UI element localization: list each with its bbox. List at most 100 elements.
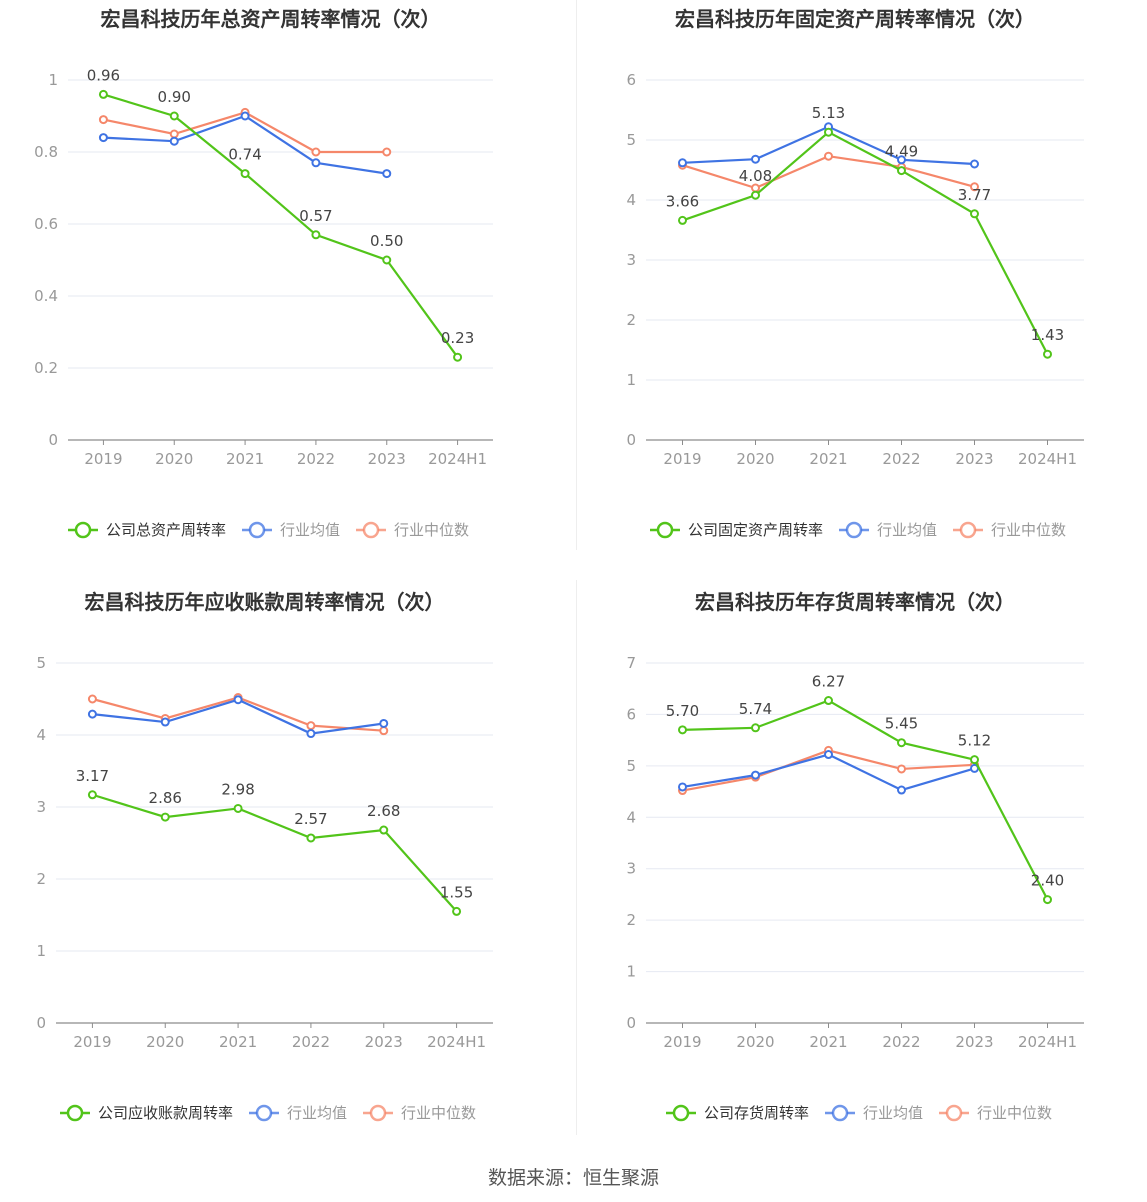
x-tick-label: 2020 bbox=[736, 1033, 774, 1051]
data-label: 5.13 bbox=[812, 104, 845, 122]
y-tick-label: 5 bbox=[626, 131, 636, 149]
x-tick-label: 2021 bbox=[809, 450, 847, 468]
legend-marker-avg bbox=[248, 521, 266, 539]
data-label: 4.49 bbox=[885, 143, 918, 161]
chart-title: 宏昌科技历年固定资产周转率情况（次） bbox=[675, 7, 1035, 31]
y-tick-label: 0.8 bbox=[34, 143, 58, 161]
legend-label-avg: 行业均值 bbox=[863, 1104, 923, 1122]
y-tick-label: 6 bbox=[626, 71, 636, 89]
y-tick-label: 5 bbox=[626, 757, 636, 775]
data-point-company bbox=[160, 812, 170, 822]
x-tick-label: 2022 bbox=[292, 1033, 330, 1051]
data-point-company bbox=[453, 352, 463, 362]
legend-label-avg: 行业均值 bbox=[280, 521, 340, 539]
data-point-company bbox=[98, 89, 108, 99]
data-point-company bbox=[678, 725, 687, 735]
data-label: 2.98 bbox=[221, 780, 254, 798]
legend-marker-median bbox=[369, 1104, 387, 1122]
data-point-median bbox=[382, 147, 392, 157]
y-tick-label: 0 bbox=[626, 1014, 636, 1032]
y-tick-label: 6 bbox=[626, 705, 636, 723]
data-label: 5.12 bbox=[958, 732, 991, 750]
data-label: 1.55 bbox=[440, 883, 473, 901]
y-tick-label: 7 bbox=[626, 654, 636, 672]
x-tick-label: 2021 bbox=[226, 450, 264, 468]
legend-marker-company bbox=[66, 1104, 84, 1122]
y-tick-label: 1 bbox=[48, 71, 58, 89]
data-label: 6.27 bbox=[812, 673, 845, 691]
y-tick-label: 1 bbox=[626, 371, 636, 389]
x-tick-label: 2021 bbox=[809, 1033, 847, 1051]
data-point-company bbox=[1043, 349, 1052, 359]
divider-top bbox=[576, 0, 577, 550]
legend-marker-company bbox=[74, 521, 92, 539]
y-tick-label: 0.2 bbox=[34, 359, 58, 377]
data-point-avg bbox=[897, 785, 906, 795]
series-line-company bbox=[103, 93, 459, 358]
data-label: 3.77 bbox=[958, 186, 991, 204]
x-tick-label: 2024H1 bbox=[1018, 450, 1077, 468]
x-tick-label: 2019 bbox=[663, 450, 701, 468]
y-tick-label: 0.4 bbox=[34, 287, 58, 305]
data-point-avg bbox=[306, 729, 316, 739]
data-label: 0.23 bbox=[441, 329, 474, 347]
data-point-median bbox=[98, 115, 108, 125]
y-tick-label: 0 bbox=[626, 431, 636, 449]
data-point-company bbox=[382, 255, 392, 265]
data-point-median bbox=[169, 129, 179, 139]
data-label: 1.43 bbox=[1031, 326, 1064, 344]
legend-label-median: 行业中位数 bbox=[394, 521, 469, 539]
legend-label-company: 公司总资产周转率 bbox=[106, 521, 226, 539]
x-tick-label: 2024H1 bbox=[427, 1033, 486, 1051]
data-point-avg bbox=[240, 111, 250, 121]
y-tick-label: 5 bbox=[36, 654, 46, 672]
data-point-avg bbox=[897, 155, 906, 165]
data-point-median bbox=[311, 147, 321, 157]
chart-title: 宏昌科技历年总资产周转率情况（次） bbox=[101, 7, 441, 31]
footer-source: 数据来源：恒生聚源 bbox=[487, 1167, 659, 1189]
data-label: 5.74 bbox=[739, 700, 772, 718]
x-tick-label: 2022 bbox=[297, 450, 335, 468]
x-tick-label: 2020 bbox=[155, 450, 193, 468]
y-tick-label: 3 bbox=[36, 798, 46, 816]
chart-svg: 宏昌科技历年存货周转率情况（次） 0 1 2 3 4 5 6 7 2019 2020 2021 2022… bbox=[626, 590, 1084, 1122]
y-tick-label: 4 bbox=[36, 726, 46, 744]
data-point-company bbox=[970, 755, 979, 765]
data-point-company bbox=[169, 111, 179, 121]
y-tick-label: 0 bbox=[36, 1014, 46, 1032]
data-point-avg bbox=[169, 136, 179, 146]
data-point-avg bbox=[382, 169, 392, 179]
data-label: 2.68 bbox=[367, 802, 400, 820]
legend-label-company: 公司固定资产周转率 bbox=[688, 521, 823, 539]
chart-svg: 宏昌科技历年固定资产周转率情况（次） 0 1 2 3 4 5 6 2019 2020 2021 202… bbox=[626, 7, 1084, 539]
chart-panel-receivables-turnover: 宏昌科技历年应收账款周转率情况（次） 0 1 2 3 4 5 2019 2020 2021 2022… bbox=[0, 583, 560, 1143]
data-point-avg bbox=[751, 154, 760, 164]
data-point-company bbox=[1043, 895, 1052, 905]
x-tick-label: 2019 bbox=[73, 1033, 111, 1051]
y-tick-label: 4 bbox=[626, 191, 636, 209]
legend-marker-median bbox=[945, 1104, 963, 1122]
data-label: 0.96 bbox=[87, 66, 120, 84]
x-tick-label: 2024H1 bbox=[1018, 1033, 1077, 1051]
y-tick-label: 1 bbox=[36, 942, 46, 960]
data-label: 2.86 bbox=[149, 789, 182, 807]
legend-marker-median bbox=[959, 521, 977, 539]
series-line-company bbox=[92, 793, 458, 913]
data-point-company bbox=[452, 906, 462, 916]
divider-bottom bbox=[576, 580, 577, 1135]
legend-marker-company bbox=[656, 521, 674, 539]
data-label: 0.50 bbox=[370, 232, 403, 250]
legend-marker-median bbox=[362, 521, 380, 539]
data-label: 2.40 bbox=[1031, 872, 1064, 890]
data-point-company bbox=[233, 803, 243, 813]
data-point-company bbox=[311, 230, 321, 240]
data-label: 0.90 bbox=[158, 88, 191, 106]
legend-label-avg: 行业均值 bbox=[877, 521, 937, 539]
x-tick-label: 2020 bbox=[146, 1033, 184, 1051]
x-tick-label: 2023 bbox=[365, 1033, 403, 1051]
data-point-avg bbox=[311, 158, 321, 168]
series-line-avg bbox=[682, 753, 975, 792]
data-point-median bbox=[970, 182, 979, 192]
data-point-avg bbox=[160, 717, 170, 727]
series-line-company bbox=[682, 699, 1049, 901]
